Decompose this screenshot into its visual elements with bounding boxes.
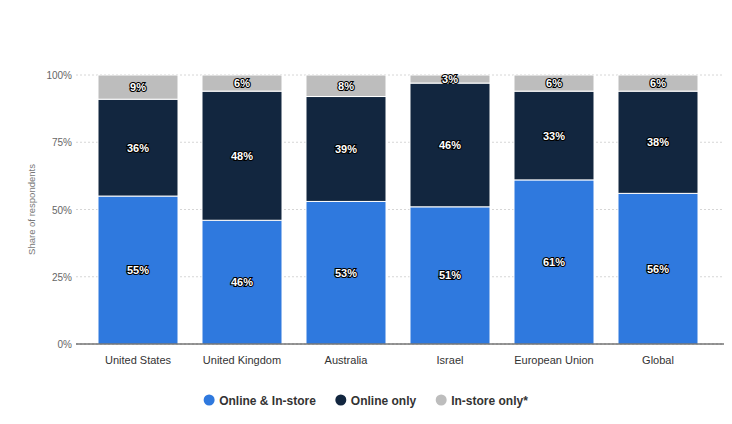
y-axis-label: Share of respondents <box>26 164 37 255</box>
bar-segment <box>306 75 386 97</box>
legend: Online & In-store Online only In-store onl… <box>204 394 529 408</box>
data-label: 36% <box>127 142 149 154</box>
y-tick-label: 100% <box>46 70 72 81</box>
x-tick-label: Global <box>642 354 674 366</box>
legend-item: In-store only* <box>436 394 529 408</box>
y-tick-label: 50% <box>52 205 72 216</box>
data-label: 61% <box>543 256 565 268</box>
bar-segment <box>410 83 490 207</box>
data-label: 39% <box>335 143 357 155</box>
bar-segment <box>410 207 490 344</box>
grid-line <box>76 344 724 345</box>
data-label: 38% <box>647 136 669 148</box>
x-tick-label: Israel <box>437 354 464 366</box>
x-tick-label: United States <box>105 354 172 366</box>
data-label: 46% <box>439 139 461 151</box>
bar-segment <box>618 75 698 91</box>
bar-segment <box>98 99 178 196</box>
data-label: 33% <box>543 130 565 142</box>
legend-label: Online & In-store <box>219 394 316 408</box>
data-label: 6% <box>546 77 562 89</box>
data-label: 46% <box>231 276 253 288</box>
data-labels: 55% 46% 53% 51% 61% 56% 36% 48% 39% 46% 33% 38% 9% 6%… <box>127 73 669 288</box>
bar-segment <box>202 91 282 220</box>
y-tick-label: 0% <box>58 339 73 350</box>
legend-label: Online only <box>351 394 417 408</box>
legend-marker <box>204 395 215 406</box>
data-label: 8% <box>338 80 354 92</box>
bar-segment <box>306 97 386 202</box>
x-tick-label: European Union <box>514 354 594 366</box>
bar-segment <box>514 75 594 91</box>
y-tick-label: 75% <box>52 137 72 148</box>
legend-marker <box>436 395 447 406</box>
y-tick-label: 25% <box>52 272 72 283</box>
bar-segment <box>306 201 386 344</box>
bar-segment <box>618 193 698 344</box>
legend-label: In-store only* <box>451 394 528 408</box>
x-tick-label: United Kingdom <box>203 354 281 366</box>
bar-segment <box>514 91 594 180</box>
legend-item: Online & In-store <box>204 394 317 408</box>
data-label: 56% <box>647 263 669 275</box>
data-label: 3% <box>442 73 458 85</box>
data-label: 9% <box>130 81 146 93</box>
x-axis-line <box>76 344 724 345</box>
bar-segment <box>98 75 178 99</box>
bar-segment <box>98 196 178 344</box>
chart: 0% 25% 50% 75% 100% Share of respondents 55% 46… <box>0 0 732 424</box>
data-label: 48% <box>231 150 253 162</box>
data-label: 6% <box>234 77 250 89</box>
data-label: 6% <box>650 77 666 89</box>
bar-segment <box>618 91 698 193</box>
data-label: 55% <box>127 264 149 276</box>
data-label: 53% <box>335 267 357 279</box>
x-tick-label: Australia <box>325 354 369 366</box>
data-label: 51% <box>439 269 461 281</box>
bars <box>98 75 698 344</box>
bar-segment <box>514 180 594 344</box>
bar-segment <box>202 75 282 91</box>
bar-segment <box>202 220 282 344</box>
legend-item: Online only <box>335 394 416 408</box>
legend-marker <box>335 395 346 406</box>
